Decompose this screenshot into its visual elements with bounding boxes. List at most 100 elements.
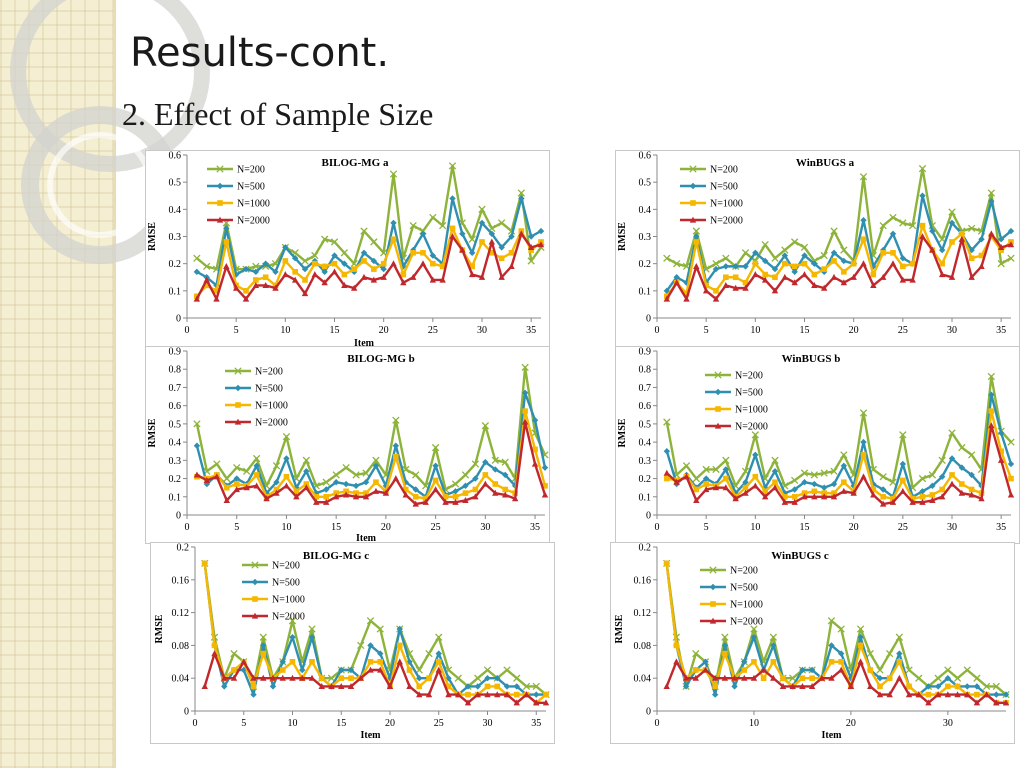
slide-title: Results-cont. (130, 30, 390, 76)
data-point (721, 674, 729, 681)
data-point (809, 675, 815, 681)
data-point (958, 235, 966, 242)
data-point (250, 674, 257, 681)
y-tick-label: 0.2 (177, 543, 190, 554)
data-point (370, 276, 378, 283)
data-point (742, 284, 749, 291)
data-point (541, 491, 549, 498)
data-point (213, 460, 221, 468)
y-tick-label: 0.08 (634, 641, 652, 652)
data-point (750, 674, 758, 681)
data-point (722, 254, 730, 262)
data-point (830, 467, 838, 475)
data-point (252, 268, 260, 276)
data-point (692, 227, 700, 235)
data-point (741, 658, 748, 665)
data-point (712, 465, 720, 474)
data-point (889, 478, 897, 486)
data-point (948, 273, 956, 280)
data-point (372, 456, 380, 464)
data-point (900, 477, 906, 484)
data-point (301, 265, 309, 273)
y-tick-label: 0.5 (169, 178, 182, 189)
data-point (489, 250, 495, 256)
data-point (216, 165, 224, 173)
data-point (260, 674, 267, 681)
series-line (196, 164, 542, 271)
data-point (242, 265, 250, 273)
data-point (879, 500, 887, 507)
x-tick-label: 20 (379, 325, 389, 336)
data-point (1007, 491, 1015, 498)
y-tick-label: 0.4 (169, 205, 182, 216)
data-point (250, 683, 257, 690)
data-point (948, 219, 956, 227)
data-point (478, 273, 486, 280)
data-point (469, 263, 475, 270)
data-point (702, 287, 710, 294)
data-point (919, 498, 926, 505)
x-tick-label: 15 (336, 718, 346, 729)
data-point (709, 617, 717, 624)
data-point (899, 431, 907, 439)
y-axis-title: RMSE (617, 418, 628, 447)
data-point (372, 487, 380, 494)
data-point (770, 659, 777, 665)
legend: N=200 N=500 N=1000 N=2000 (705, 371, 768, 433)
data-point (723, 475, 729, 482)
data-point (761, 276, 769, 283)
data-point (462, 482, 469, 490)
data-point (949, 239, 955, 245)
data-point (377, 659, 384, 665)
data-point (682, 462, 691, 470)
data-point (959, 481, 965, 487)
data-point (899, 487, 907, 494)
y-tick-label: 0 (646, 314, 651, 325)
data-point (464, 699, 472, 706)
data-point (303, 484, 310, 491)
data-point (693, 239, 700, 245)
legend-label: N=2000 (255, 418, 288, 429)
data-point (482, 458, 489, 466)
data-point (968, 255, 975, 262)
data-point (879, 473, 887, 481)
legend-label: N=1000 (730, 600, 763, 611)
data-point (455, 691, 462, 698)
data-point (752, 271, 759, 278)
data-point (409, 221, 417, 230)
data-point (919, 222, 926, 229)
data-point (532, 682, 540, 691)
data-point (949, 472, 955, 478)
data-point (905, 691, 913, 698)
data-point (400, 279, 407, 286)
data-point (948, 429, 956, 437)
data-point (393, 453, 399, 460)
data-point (322, 478, 330, 486)
data-point (692, 474, 700, 483)
data-point (193, 295, 201, 302)
data-point (973, 699, 981, 706)
data-point (231, 667, 237, 673)
data-point (521, 363, 529, 372)
chart-bilog-c: 0 0.04 0.08 0.12 0.16 0.2 0 5 10 15 20 25 30 35 Item RM… (150, 542, 555, 744)
data-point (741, 667, 748, 673)
x-tick-label: 35 (996, 522, 1006, 533)
data-point (876, 666, 884, 674)
data-point (673, 658, 680, 665)
data-point (366, 617, 375, 625)
data-point (880, 493, 886, 500)
data-point (791, 263, 798, 270)
data-point (772, 274, 778, 281)
data-point (502, 486, 509, 493)
data-point (193, 254, 201, 262)
data-point (494, 691, 501, 698)
data-point (527, 257, 535, 265)
data-point (850, 489, 857, 496)
data-point (742, 489, 749, 496)
data-point (860, 438, 867, 446)
y-tick-label: 0.12 (172, 608, 190, 619)
data-point (781, 273, 789, 280)
chart-title: WinBUGS b (782, 353, 841, 365)
data-point (478, 219, 486, 227)
data-point (934, 674, 942, 682)
